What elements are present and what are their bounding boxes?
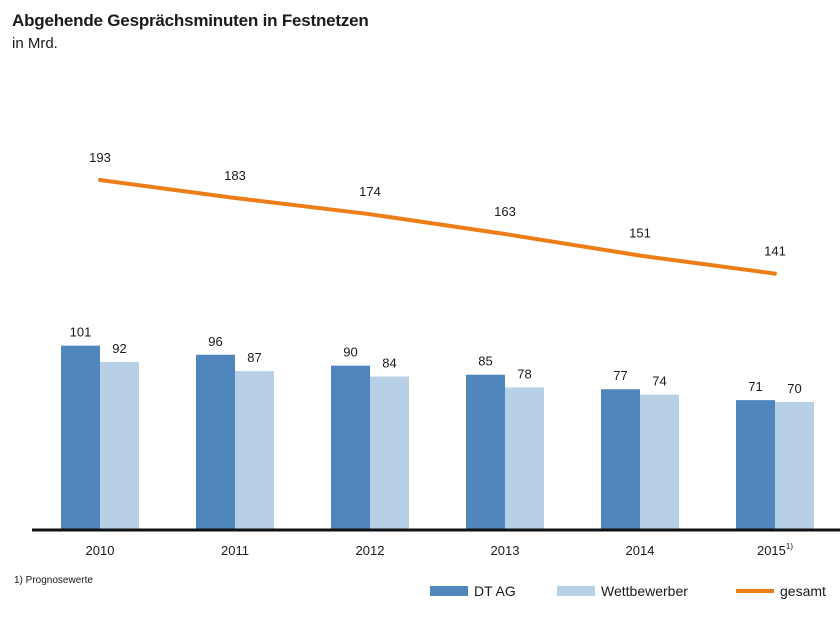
data-label-gesamt-2011: 183 (224, 168, 246, 183)
data-label-gesamt-2010: 193 (89, 150, 111, 165)
data-label-dt-ag-2012: 90 (343, 345, 357, 360)
footnote: 1) Prognosewerte (14, 575, 93, 586)
chart-title: Abgehende Gesprächsminuten in Festnetzen (12, 11, 369, 30)
bar-wettbewerber-2012 (370, 376, 409, 529)
bar-dt-ag-2015 (736, 400, 775, 529)
bar-dt-ag-2013 (466, 374, 505, 529)
bar-wettbewerber-2011 (235, 371, 274, 529)
legend-item-dt-ag: DT AG (430, 583, 516, 599)
bar-wettbewerber-2014 (640, 394, 679, 529)
data-label-dt-ag-2014: 77 (613, 368, 627, 383)
data-label-wettbewerber-2013: 78 (517, 366, 531, 381)
data-label-wettbewerber-2011: 87 (247, 350, 261, 365)
x-tick-label-2013: 2013 (491, 543, 520, 558)
bar-wettbewerber-2015 (775, 401, 814, 529)
x-tick-label-2014: 2014 (626, 543, 655, 558)
legend-label-dt-ag: DT AG (474, 583, 516, 599)
bar-dt-ag-2010 (61, 345, 100, 529)
bar-dt-ag-2012 (331, 365, 370, 529)
legend-item-wettbewerber: Wettbewerber (557, 583, 688, 599)
x-tick-label-2012: 2012 (356, 543, 385, 558)
data-label-gesamt-2012: 174 (359, 184, 381, 199)
data-label-dt-ag-2011: 96 (208, 334, 222, 349)
bar-dt-ag-2014 (601, 389, 640, 529)
data-label-wettbewerber-2014: 74 (652, 374, 666, 389)
legend-swatch-dt-ag (430, 586, 468, 596)
data-label-gesamt-2014: 151 (629, 226, 651, 241)
legend-label-wettbewerber: Wettbewerber (601, 583, 688, 599)
data-label-wettbewerber-2010: 92 (112, 341, 126, 356)
data-label-dt-ag-2010: 101 (70, 325, 92, 340)
legend-item-gesamt: gesamt (736, 583, 826, 599)
x-tick-label-2015: 20151) (757, 542, 793, 558)
legend-label-gesamt: gesamt (780, 583, 826, 599)
data-label-dt-ag-2015: 71 (748, 379, 762, 394)
data-label-gesamt-2013: 163 (494, 204, 516, 219)
bar-wettbewerber-2013 (505, 387, 544, 529)
data-label-dt-ag-2013: 85 (478, 354, 492, 369)
x-tick-label-2011: 2011 (221, 543, 249, 558)
bar-wettbewerber-2010 (100, 362, 139, 529)
footnote-marker: 1) (786, 542, 793, 551)
chart-subtitle: in Mrd. (12, 35, 58, 52)
data-label-wettbewerber-2015: 70 (787, 381, 801, 396)
data-label-wettbewerber-2012: 84 (382, 356, 396, 371)
bar-dt-ag-2011 (196, 354, 235, 529)
legend-swatch-wettbewerber (557, 586, 595, 596)
x-tick-label-2010: 2010 (86, 543, 115, 558)
legend-swatch-gesamt (736, 589, 774, 593)
line-gesamt (98, 178, 777, 276)
data-label-gesamt-2015: 141 (764, 244, 786, 259)
